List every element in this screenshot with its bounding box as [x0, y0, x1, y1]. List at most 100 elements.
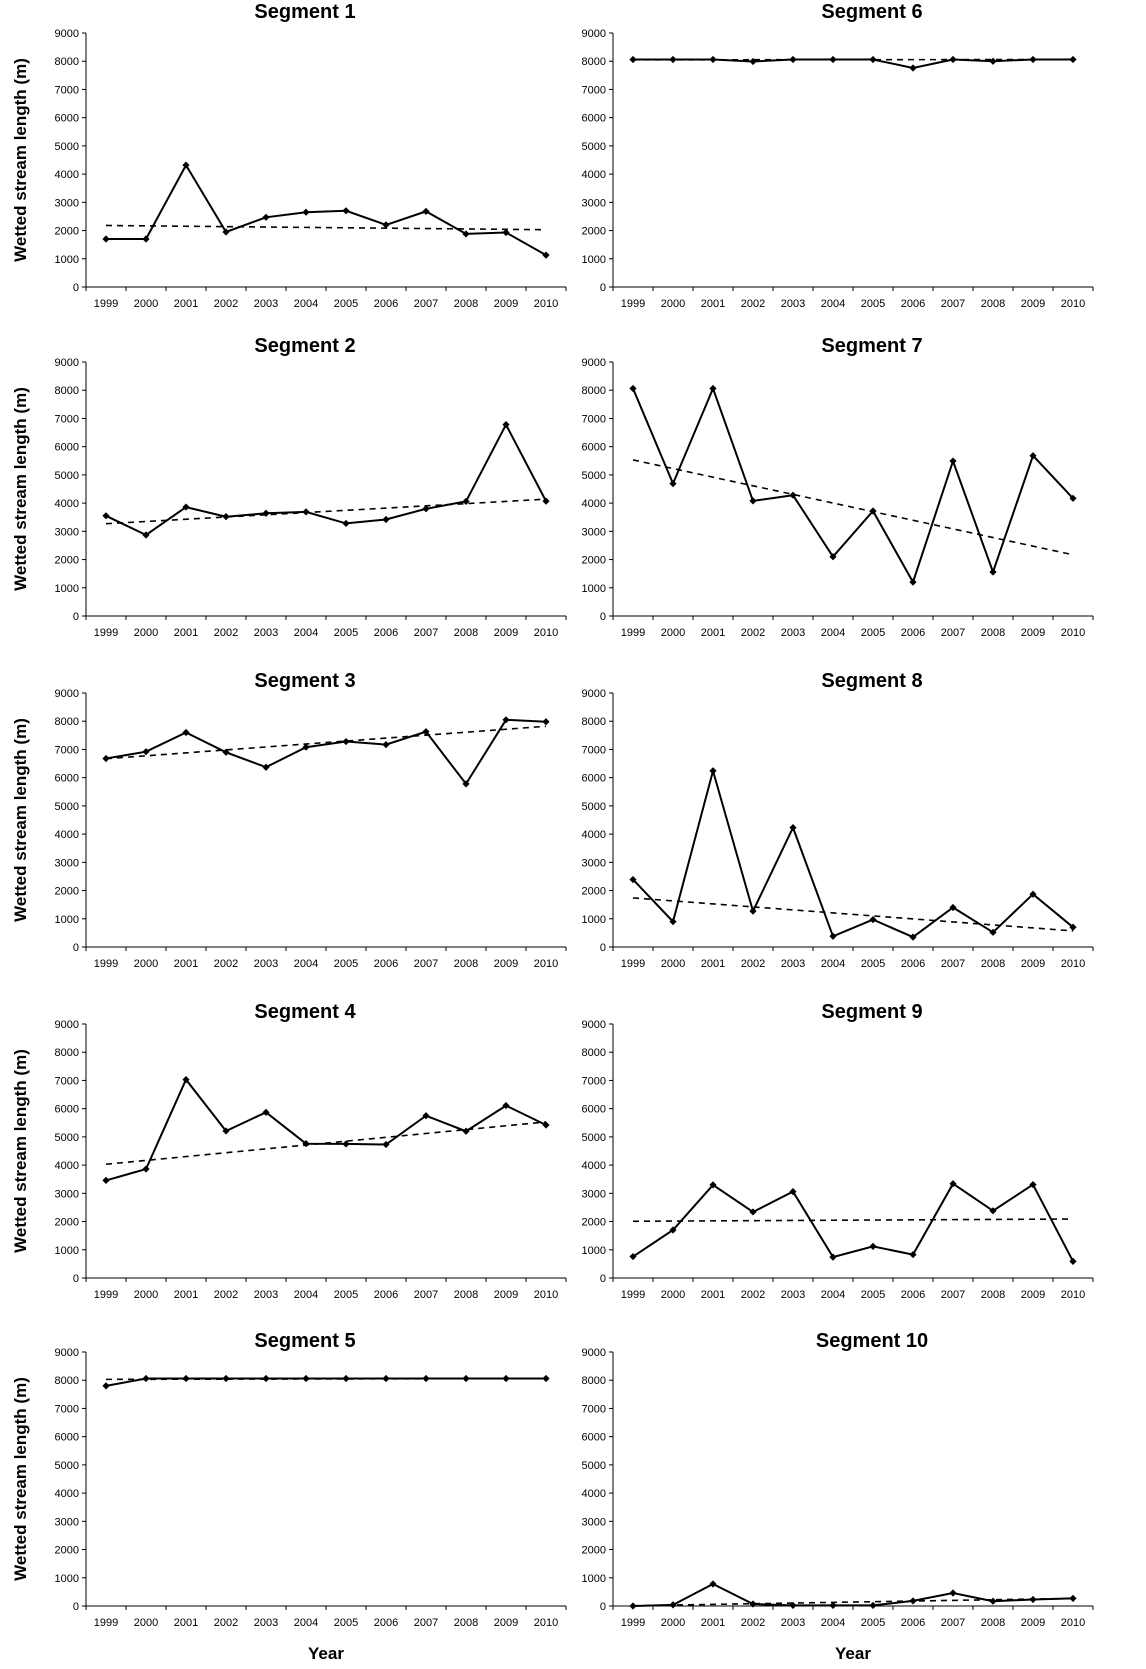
- data-point: [829, 1253, 837, 1261]
- x-tick-label: 2001: [701, 627, 725, 639]
- data-point: [182, 1374, 190, 1383]
- data-point: [262, 509, 270, 517]
- data-point: [1069, 1594, 1077, 1602]
- x-tick-label: 2010: [1061, 298, 1085, 310]
- x-tick-label: 2009: [1021, 958, 1045, 970]
- data-point: [949, 1589, 957, 1597]
- y-tick-label: 0: [73, 1601, 79, 1613]
- data-point: [709, 1181, 717, 1189]
- series-line: [105, 422, 547, 537]
- data-point: [422, 1374, 430, 1383]
- data-point: [542, 718, 550, 726]
- data-point: [382, 1140, 390, 1149]
- data-point: [749, 1600, 757, 1608]
- data-point: [1029, 1180, 1037, 1189]
- x-tick-label: 1999: [621, 627, 645, 639]
- x-tick-label: 2001: [701, 1617, 725, 1629]
- data-point: [222, 748, 230, 756]
- y-tick-label: 9000: [55, 357, 79, 369]
- y-tick-label: 9000: [55, 1019, 79, 1031]
- x-tick-label: 2007: [941, 1617, 965, 1629]
- x-tick-label: 2007: [414, 627, 438, 639]
- x-tick-label: 2005: [861, 298, 885, 310]
- series-line: [632, 385, 1074, 585]
- x-tick-label: 2006: [901, 1289, 925, 1301]
- x-tick-label: 2009: [1021, 627, 1045, 639]
- panel-segment-10: Segment 10 0 1000 2000 3000 4000 5000 6000 7000 8…: [582, 1330, 1094, 1663]
- data-point: [669, 918, 677, 926]
- series-line: [105, 1077, 547, 1182]
- y-tick-label: 7000: [582, 413, 606, 425]
- x-tick-label: 2010: [534, 958, 558, 970]
- x-tick-label: 2000: [134, 1289, 158, 1301]
- y-tick-label: 5000: [55, 801, 79, 813]
- y-tick-label: 3000: [55, 1188, 79, 1200]
- x-tick-label: 2010: [1061, 958, 1085, 970]
- x-tick-label: 2000: [134, 958, 158, 970]
- data-point: [829, 932, 837, 940]
- x-tick-label: 1999: [94, 298, 118, 310]
- x-tick-label: 1999: [621, 958, 645, 970]
- x-tick-label: 2002: [214, 958, 238, 970]
- panel-title: Segment 10: [816, 1330, 928, 1352]
- y-tick-label: 5000: [55, 470, 79, 482]
- data-point: [829, 55, 837, 64]
- data-point: [462, 230, 470, 238]
- data-point: [302, 743, 310, 751]
- y-tick-label: 5000: [582, 1132, 606, 1144]
- y-tick-label: 2000: [582, 886, 606, 898]
- data-point: [102, 754, 110, 763]
- x-tick-label: 2002: [741, 627, 765, 639]
- data-point: [789, 1601, 797, 1610]
- x-tick-label: 2005: [334, 298, 358, 310]
- x-tick-label: 2002: [214, 298, 238, 310]
- x-tick-label: 2008: [454, 298, 478, 310]
- data-point: [749, 497, 757, 505]
- y-tick-label: 5000: [582, 801, 606, 813]
- data-point: [1029, 55, 1037, 64]
- panel-title: Segment 4: [254, 1001, 356, 1023]
- data-point: [989, 1207, 997, 1215]
- y-tick-label: 5000: [582, 470, 606, 482]
- data-point: [342, 1140, 350, 1148]
- data-point: [142, 1165, 150, 1173]
- data-point: [629, 384, 637, 393]
- data-point: [502, 421, 510, 429]
- x-tick-label: 2002: [741, 1289, 765, 1301]
- x-tick-label: 2004: [294, 298, 318, 310]
- y-tick-label: 5000: [582, 1460, 606, 1472]
- x-tick-label: 2008: [454, 627, 478, 639]
- x-tick-label: 2008: [981, 1617, 1005, 1629]
- y-tick-label: 8000: [582, 1375, 606, 1387]
- x-tick-label: 2004: [821, 298, 845, 310]
- data-point: [502, 228, 510, 237]
- data-point: [1069, 923, 1077, 931]
- data-point: [222, 1374, 230, 1383]
- y-tick-label: 6000: [582, 442, 606, 454]
- data-point: [949, 457, 957, 465]
- x-tick-label: 2001: [174, 1617, 198, 1629]
- series-line: [633, 58, 1073, 70]
- x-tick-label: 2009: [494, 627, 518, 639]
- x-tick-label: 2007: [941, 1289, 965, 1301]
- x-tick-label: 2005: [334, 958, 358, 970]
- data-point: [909, 933, 917, 941]
- data-point: [342, 737, 350, 746]
- y-tick-label: 6000: [55, 1432, 79, 1444]
- x-tick-label: 2009: [494, 298, 518, 310]
- x-tick-label: 2006: [374, 958, 398, 970]
- y-tick-label: 4000: [55, 169, 79, 181]
- x-tick-label: 2005: [861, 958, 885, 970]
- data-point: [262, 1108, 270, 1116]
- trend-line: [632, 897, 1074, 932]
- data-point: [709, 767, 717, 775]
- data-point: [989, 928, 997, 936]
- trend-line: [632, 459, 1074, 556]
- y-tick-label: 0: [73, 611, 79, 623]
- x-tick-label: 1999: [621, 1289, 645, 1301]
- panel-segment-7: Segment 7 0 1000 2000 3000 4000 5000 6000 7000 80…: [582, 335, 1094, 639]
- x-tick-label: 2004: [294, 1289, 318, 1301]
- y-tick-label: 4000: [55, 1160, 79, 1172]
- y-tick-label: 8000: [582, 385, 606, 397]
